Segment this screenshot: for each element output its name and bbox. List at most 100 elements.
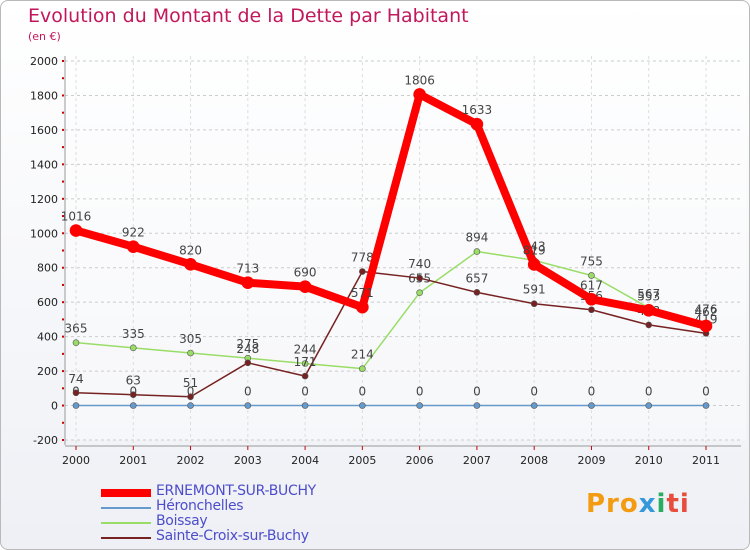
y-tick-label-10: 1800 [30,89,58,102]
data-label-heronchelles-2007: 0 [473,385,481,399]
data-label-ernemont-2005: 571 [351,286,374,300]
point-sainte-croix-2010 [645,321,653,329]
point-heronchelles-2005 [359,402,366,409]
y-tick-label-8: 1400 [30,158,58,171]
data-label-ernemont-2004: 690 [294,266,317,280]
y-tick-label-4: 600 [37,296,58,309]
point-boissay-2005 [359,365,366,372]
point-sainte-croix-2001 [129,391,137,398]
x-tick-label-3: 2003 [234,454,262,467]
point-ernemont-2010 [642,303,656,317]
y-minor-tick [62,283,64,286]
y-minor-tick [62,77,64,80]
data-label-sainte-croix-2008: 591 [523,283,546,297]
x-tick-label-6: 2006 [406,454,434,467]
data-label-heronchelles-2011: 0 [702,385,710,399]
x-tick-label-4: 2004 [291,454,319,467]
data-label-sainte-croix-2005: 778 [351,251,374,265]
point-boissay-2002 [187,349,194,357]
point-heronchelles-2008 [530,402,538,409]
point-sainte-croix-2004 [301,372,309,380]
point-ernemont-2004 [298,280,312,293]
plot-area [65,61,746,440]
y-minor-tick [62,370,64,373]
y-minor-tick [62,335,64,338]
point-ernemont-2007 [470,117,484,131]
x-tick-label-2: 2002 [177,454,205,467]
y-tick-label-9: 1600 [30,124,58,137]
point-ernemont-2009 [585,292,598,306]
point-boissay-2009 [588,272,595,279]
y-minor-tick [62,111,64,114]
data-label-heronchelles-2008: 0 [530,385,538,399]
data-label-ernemont-2008: 819 [523,243,546,257]
data-label-boissay-2010: 567 [637,287,660,301]
proxiti-logo: Proxiti [586,489,690,519]
point-boissay-2000 [72,339,80,346]
legend-item-heronchelles: Héronchelles [101,498,401,515]
legend-item-sainte-croix: Sainte-Croix-sur-Buchy [101,528,401,545]
point-heronchelles-2004 [301,402,309,409]
series-line-sainte-croix [75,270,707,398]
point-heronchelles-2003 [244,402,252,409]
data-label-ernemont-2011: 462 [695,305,718,319]
point-sainte-croix-2000 [72,389,80,397]
data-label-sainte-croix-2003: 248 [236,342,259,356]
point-sainte-croix-2003 [244,359,252,367]
point-boissay-2006 [416,289,423,297]
y-minor-tick [62,404,64,407]
data-label-boissay-2005: 214 [351,348,374,362]
data-label-heronchelles-2004: 0 [301,385,309,399]
y-tick-label-11: 2000 [30,55,58,68]
y-tick-label-3: 400 [37,331,58,344]
data-label-heronchelles-2006: 0 [416,385,424,399]
data-label-sainte-croix-2007: 657 [465,271,488,285]
y-minor-tick [62,180,64,183]
point-boissay-2004 [301,360,309,367]
x-tick-label-0: 2000 [62,454,90,467]
y-tick-label-0: -200 [33,434,58,447]
data-label-ernemont-2006: 1806 [404,73,435,87]
point-heronchelles-2000 [72,402,80,409]
legend-label-boissay: Boissay [156,513,208,529]
chart-title: Evolution du Montant de la Dette par Hab… [28,5,469,27]
x-tick-label-7: 2007 [463,454,491,467]
data-label-ernemont-2001: 922 [122,226,145,240]
y-minor-tick [62,94,64,97]
data-label-boissay-2011: 476 [695,303,718,317]
y-minor-tick [62,163,64,166]
point-heronchelles-2002 [187,402,194,409]
data-label-heronchelles-2005: 0 [359,385,367,399]
y-minor-tick [62,352,64,355]
data-label-heronchelles-2002: 0 [187,385,195,399]
x-tick-label-1: 2001 [119,454,147,467]
y-tick-label-1: 0 [51,400,58,413]
point-sainte-croix-2005 [359,268,366,275]
y-minor-tick [62,439,64,441]
point-sainte-croix-2009 [588,306,595,314]
y-minor-tick [62,215,64,218]
legend-label-sainte-croix: Sainte-Croix-sur-Buchy [156,528,309,544]
data-label-boissay-2002: 305 [179,332,202,346]
point-ernemont-2005 [356,300,369,314]
legend-label-heronchelles: Héronchelles [156,498,244,514]
y-minor-tick [62,60,64,62]
point-ernemont-2011 [699,319,713,333]
x-tick-label-5: 2005 [348,454,376,467]
data-label-boissay-2001: 335 [122,327,145,341]
legend-item-ernemont: ERNEMONT-SUR-BUCHY [101,483,401,500]
data-label-ernemont-2003: 713 [236,262,259,276]
data-label-ernemont-2010: 553 [637,289,660,303]
y-minor-tick [62,197,64,200]
data-label-boissay-2000: 365 [65,322,88,336]
data-label-boissay-2003: 275 [236,337,259,351]
y-tick-label-7: 1200 [30,193,58,206]
legend-swatch-heronchelles [101,507,151,509]
legend-swatch-ernemont [101,489,151,497]
y-tick-label-6: 1000 [30,227,58,240]
point-heronchelles-2006 [416,402,423,409]
data-label-heronchelles-2010: 0 [645,385,653,399]
point-ernemont-2003 [241,276,255,290]
y-minor-tick [62,301,64,304]
